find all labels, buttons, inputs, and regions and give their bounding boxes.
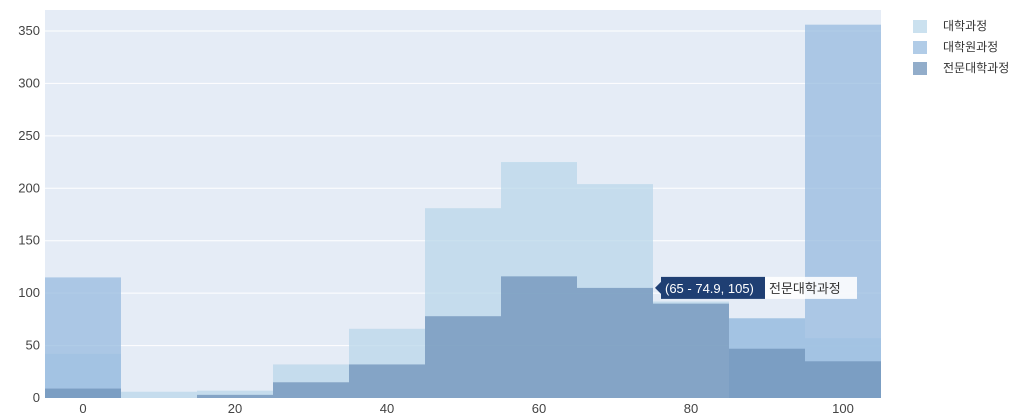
series-3: [45, 276, 881, 398]
legend-swatch: [913, 20, 927, 33]
bar-series3-bin-100[interactable]: [805, 361, 881, 398]
legend-item-3[interactable]: 전문대학과정: [913, 61, 1009, 75]
x-axis: 0 20 40 60 80 100: [79, 401, 853, 416]
y-axis: 0 50 100 150 200 250 300 350: [18, 23, 40, 405]
x-tick-label: 100: [832, 401, 854, 416]
tooltip-series-name: 전문대학과정: [769, 282, 841, 297]
y-tick-label: 300: [18, 75, 40, 90]
legend-item-1[interactable]: 대학과정: [913, 19, 987, 33]
legend-label: 전문대학과정: [943, 61, 1009, 75]
bar-series3-bin-30[interactable]: [273, 382, 349, 398]
hover-tooltip: (65 - 74.9, 105) 전문대학과정: [655, 276, 857, 299]
tooltip-value-text: (65 - 74.9, 105): [665, 281, 754, 296]
bar-series3-bin-90[interactable]: [729, 348, 805, 398]
legend-item-2[interactable]: 대학원과정: [913, 40, 998, 54]
y-tick-label: 100: [18, 285, 40, 300]
x-tick-label: 40: [380, 401, 394, 416]
tooltip-pointer: [655, 281, 661, 294]
legend-label: 대학과정: [943, 19, 987, 33]
y-tick-label: 250: [18, 128, 40, 143]
bar-series3-bin-0[interactable]: [45, 388, 121, 398]
bar-series1-bin-10[interactable]: [121, 391, 197, 398]
bar-series3-bin-80[interactable]: [653, 303, 729, 398]
x-tick-label: 80: [684, 401, 698, 416]
bar-series3-bin-50[interactable]: [425, 316, 501, 398]
bar-series3-bin-70[interactable]: [577, 287, 653, 398]
legend-swatch: [913, 62, 927, 75]
y-tick-label: 50: [26, 338, 40, 353]
bar-series3-bin-60[interactable]: [501, 276, 577, 398]
series-2: [45, 24, 881, 398]
y-tick-label: 150: [18, 233, 40, 248]
tooltip-label-box: [765, 276, 857, 299]
bars: [45, 24, 881, 398]
legend-swatch: [913, 41, 927, 54]
x-tick-label: 0: [79, 401, 86, 416]
tooltip-value-box: [661, 276, 765, 299]
bar-series2-bin-0[interactable]: [45, 277, 121, 398]
bar-series3-bin-20[interactable]: [197, 394, 273, 398]
bar-series2-bin-100[interactable]: [805, 24, 881, 398]
y-tick-label: 350: [18, 23, 40, 38]
bar-series3-bin-40[interactable]: [349, 364, 425, 398]
y-tick-label: 200: [18, 180, 40, 195]
x-tick-label: 20: [228, 401, 242, 416]
x-tick-label: 60: [532, 401, 546, 416]
legend-label: 대학원과정: [943, 40, 998, 54]
y-tick-label: 0: [33, 390, 40, 405]
bar-series1-bin-20[interactable]: [197, 390, 273, 398]
